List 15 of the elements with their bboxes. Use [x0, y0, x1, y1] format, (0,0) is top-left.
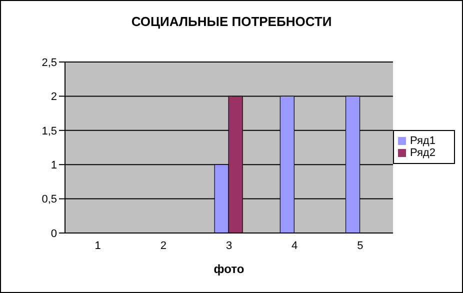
x-axis-title: фото: [214, 262, 244, 276]
y-tick-label: 0,5: [42, 194, 57, 206]
x-tick-label: 4: [292, 240, 298, 252]
x-tick-label: 5: [357, 240, 364, 252]
y-tick-label: 0: [50, 228, 57, 240]
y-tick-label: 1: [50, 160, 57, 172]
y-tick-label: 2,5: [42, 56, 57, 69]
x-tick-label: 3: [226, 240, 232, 252]
y-tick-label: 1,5: [42, 125, 57, 138]
chart-title: СОЦИАЛЬНЫЕ ПОТРЕБНОСТИ: [130, 14, 333, 29]
legend-label: Ряд2: [410, 146, 436, 158]
x-tick-label: 2: [160, 240, 166, 252]
legend-label: Ряд1: [410, 134, 436, 146]
y-tick-label: 2: [50, 91, 57, 104]
x-tick-label: 1: [94, 240, 101, 252]
